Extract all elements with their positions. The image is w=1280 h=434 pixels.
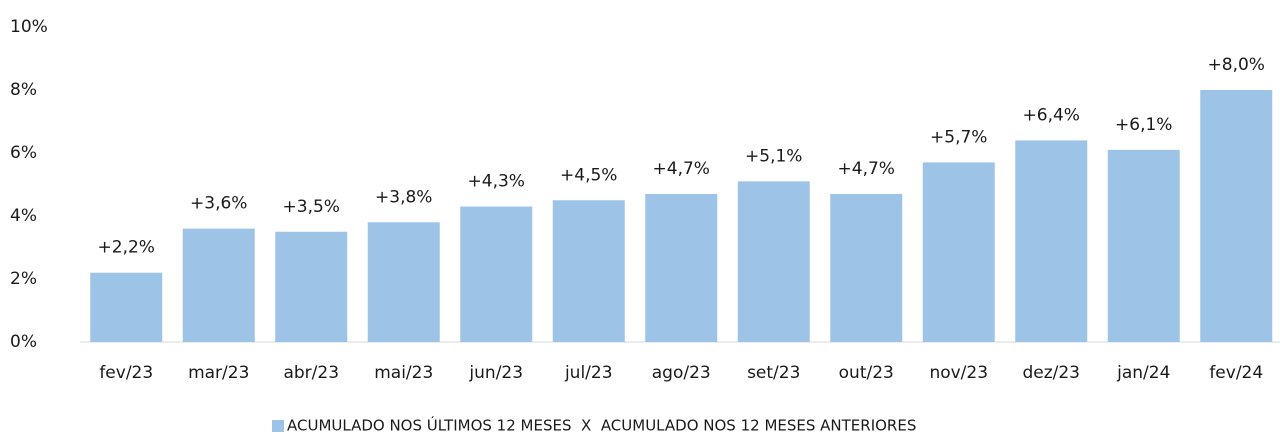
data-label: +8,0% bbox=[1208, 55, 1265, 75]
data-label: +5,1% bbox=[745, 146, 802, 166]
data-label: +4,7% bbox=[653, 159, 710, 179]
x-tick-label: fev/23 bbox=[99, 363, 153, 383]
data-label: +6,4% bbox=[1023, 105, 1080, 125]
y-tick-label: 2% bbox=[10, 269, 37, 289]
y-tick-label: 6% bbox=[10, 143, 37, 163]
x-tick-label: jan/24 bbox=[1116, 363, 1170, 383]
legend-swatch bbox=[272, 420, 284, 432]
x-tick-label: ago/23 bbox=[652, 363, 711, 383]
data-label: +2,2% bbox=[98, 238, 155, 258]
data-label: +4,7% bbox=[838, 159, 895, 179]
bar bbox=[922, 162, 995, 342]
data-label: +4,3% bbox=[468, 172, 525, 192]
bar bbox=[830, 193, 903, 342]
x-tick-label: nov/23 bbox=[929, 363, 988, 383]
bar bbox=[737, 181, 810, 342]
data-label: +3,8% bbox=[375, 187, 432, 207]
bar bbox=[367, 222, 440, 342]
x-tick-label: mar/23 bbox=[188, 363, 249, 383]
x-tick-label: mai/23 bbox=[374, 363, 433, 383]
legend-label: ACUMULADO NOS ÚLTIMOS 12 MESES X ACUMULA… bbox=[287, 416, 916, 434]
bar bbox=[1015, 140, 1088, 342]
y-tick-label: 10% bbox=[10, 17, 48, 37]
x-tick-label: jul/23 bbox=[564, 363, 613, 383]
y-tick-label: 8% bbox=[10, 80, 37, 100]
bar bbox=[1200, 90, 1273, 342]
bar bbox=[645, 193, 718, 342]
x-tick-label: dez/23 bbox=[1022, 363, 1080, 383]
bar bbox=[275, 231, 348, 342]
bar bbox=[182, 228, 255, 342]
bar bbox=[1107, 149, 1180, 342]
bar bbox=[552, 200, 625, 342]
data-label: +3,5% bbox=[283, 197, 340, 217]
data-label: +3,6% bbox=[190, 194, 247, 214]
x-tick-label: jun/23 bbox=[468, 363, 523, 383]
x-tick-label: abr/23 bbox=[283, 363, 339, 383]
x-tick-label: out/23 bbox=[839, 363, 894, 383]
y-tick-label: 4% bbox=[10, 206, 37, 226]
y-tick-label: 0% bbox=[10, 332, 37, 352]
x-tick-label: set/23 bbox=[747, 363, 800, 383]
data-label: +5,7% bbox=[930, 127, 987, 147]
x-tick-label: fev/24 bbox=[1209, 363, 1263, 383]
bar bbox=[460, 206, 533, 342]
data-label: +6,1% bbox=[1115, 115, 1172, 135]
bar bbox=[90, 272, 163, 342]
data-label: +4,5% bbox=[560, 165, 617, 185]
